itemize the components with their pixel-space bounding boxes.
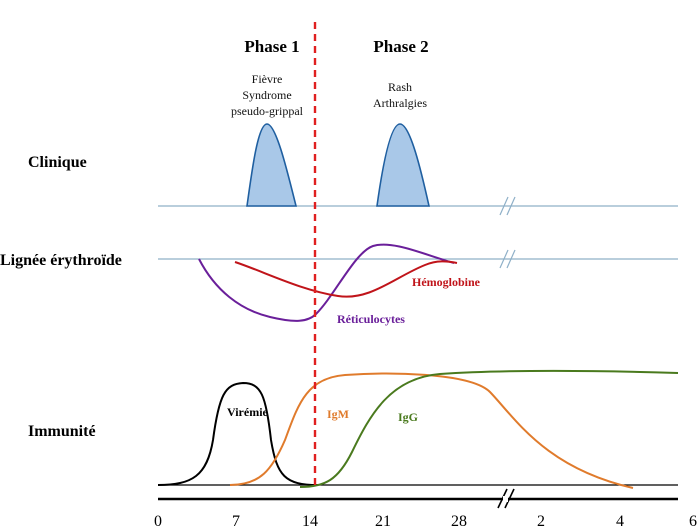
reticulocytes-label: Réticulocytes — [337, 312, 405, 326]
igm-label: IgM — [327, 407, 349, 421]
tick-label-7: 6 — [689, 513, 697, 530]
phase1-note-2: Syndrome — [242, 88, 291, 102]
tick-label-3: 21 — [375, 513, 391, 530]
phase2-title: Phase 2 — [373, 37, 428, 56]
tick-label-6: 4 — [616, 513, 624, 530]
phase1-symptom-peak — [246, 123, 298, 207]
row-label-clinique: Clinique — [28, 154, 87, 171]
hemoglobine-curve — [234, 260, 458, 298]
phase2-note-1: Rash — [388, 80, 412, 94]
hemoglobine-label: Hémoglobine — [412, 275, 481, 289]
row-label-immunite: Immunité — [28, 423, 96, 440]
clinique-axis-break-icon — [499, 196, 516, 216]
igg-label: IgG — [398, 410, 418, 424]
phase1-note-1: Fièvre — [252, 72, 283, 86]
phase1-title: Phase 1 — [244, 37, 299, 56]
tick-label-1: 7 — [232, 513, 240, 530]
erythroide-axis-break-icon — [499, 249, 516, 269]
tick-label-2: 14 — [302, 513, 318, 530]
viremie-curve — [157, 381, 319, 486]
phase2-note-2: Arthralgies — [373, 96, 427, 110]
tick-label-5: 2 — [537, 513, 545, 530]
row-label-erythroide: Lignée érythroïde — [0, 252, 122, 269]
phase2-symptom-peak — [376, 123, 430, 207]
phase1-note-3: pseudo-grippal — [231, 104, 304, 118]
viremie-label: Virémie — [227, 405, 269, 419]
time-axis-break-icon — [497, 488, 515, 509]
tick-label-0: 0 — [154, 513, 162, 530]
igm-curve — [229, 372, 634, 489]
time-axis-break-gap — [503, 496, 508, 502]
igg-curve — [299, 369, 679, 488]
tick-label-4: 28 — [451, 513, 467, 530]
